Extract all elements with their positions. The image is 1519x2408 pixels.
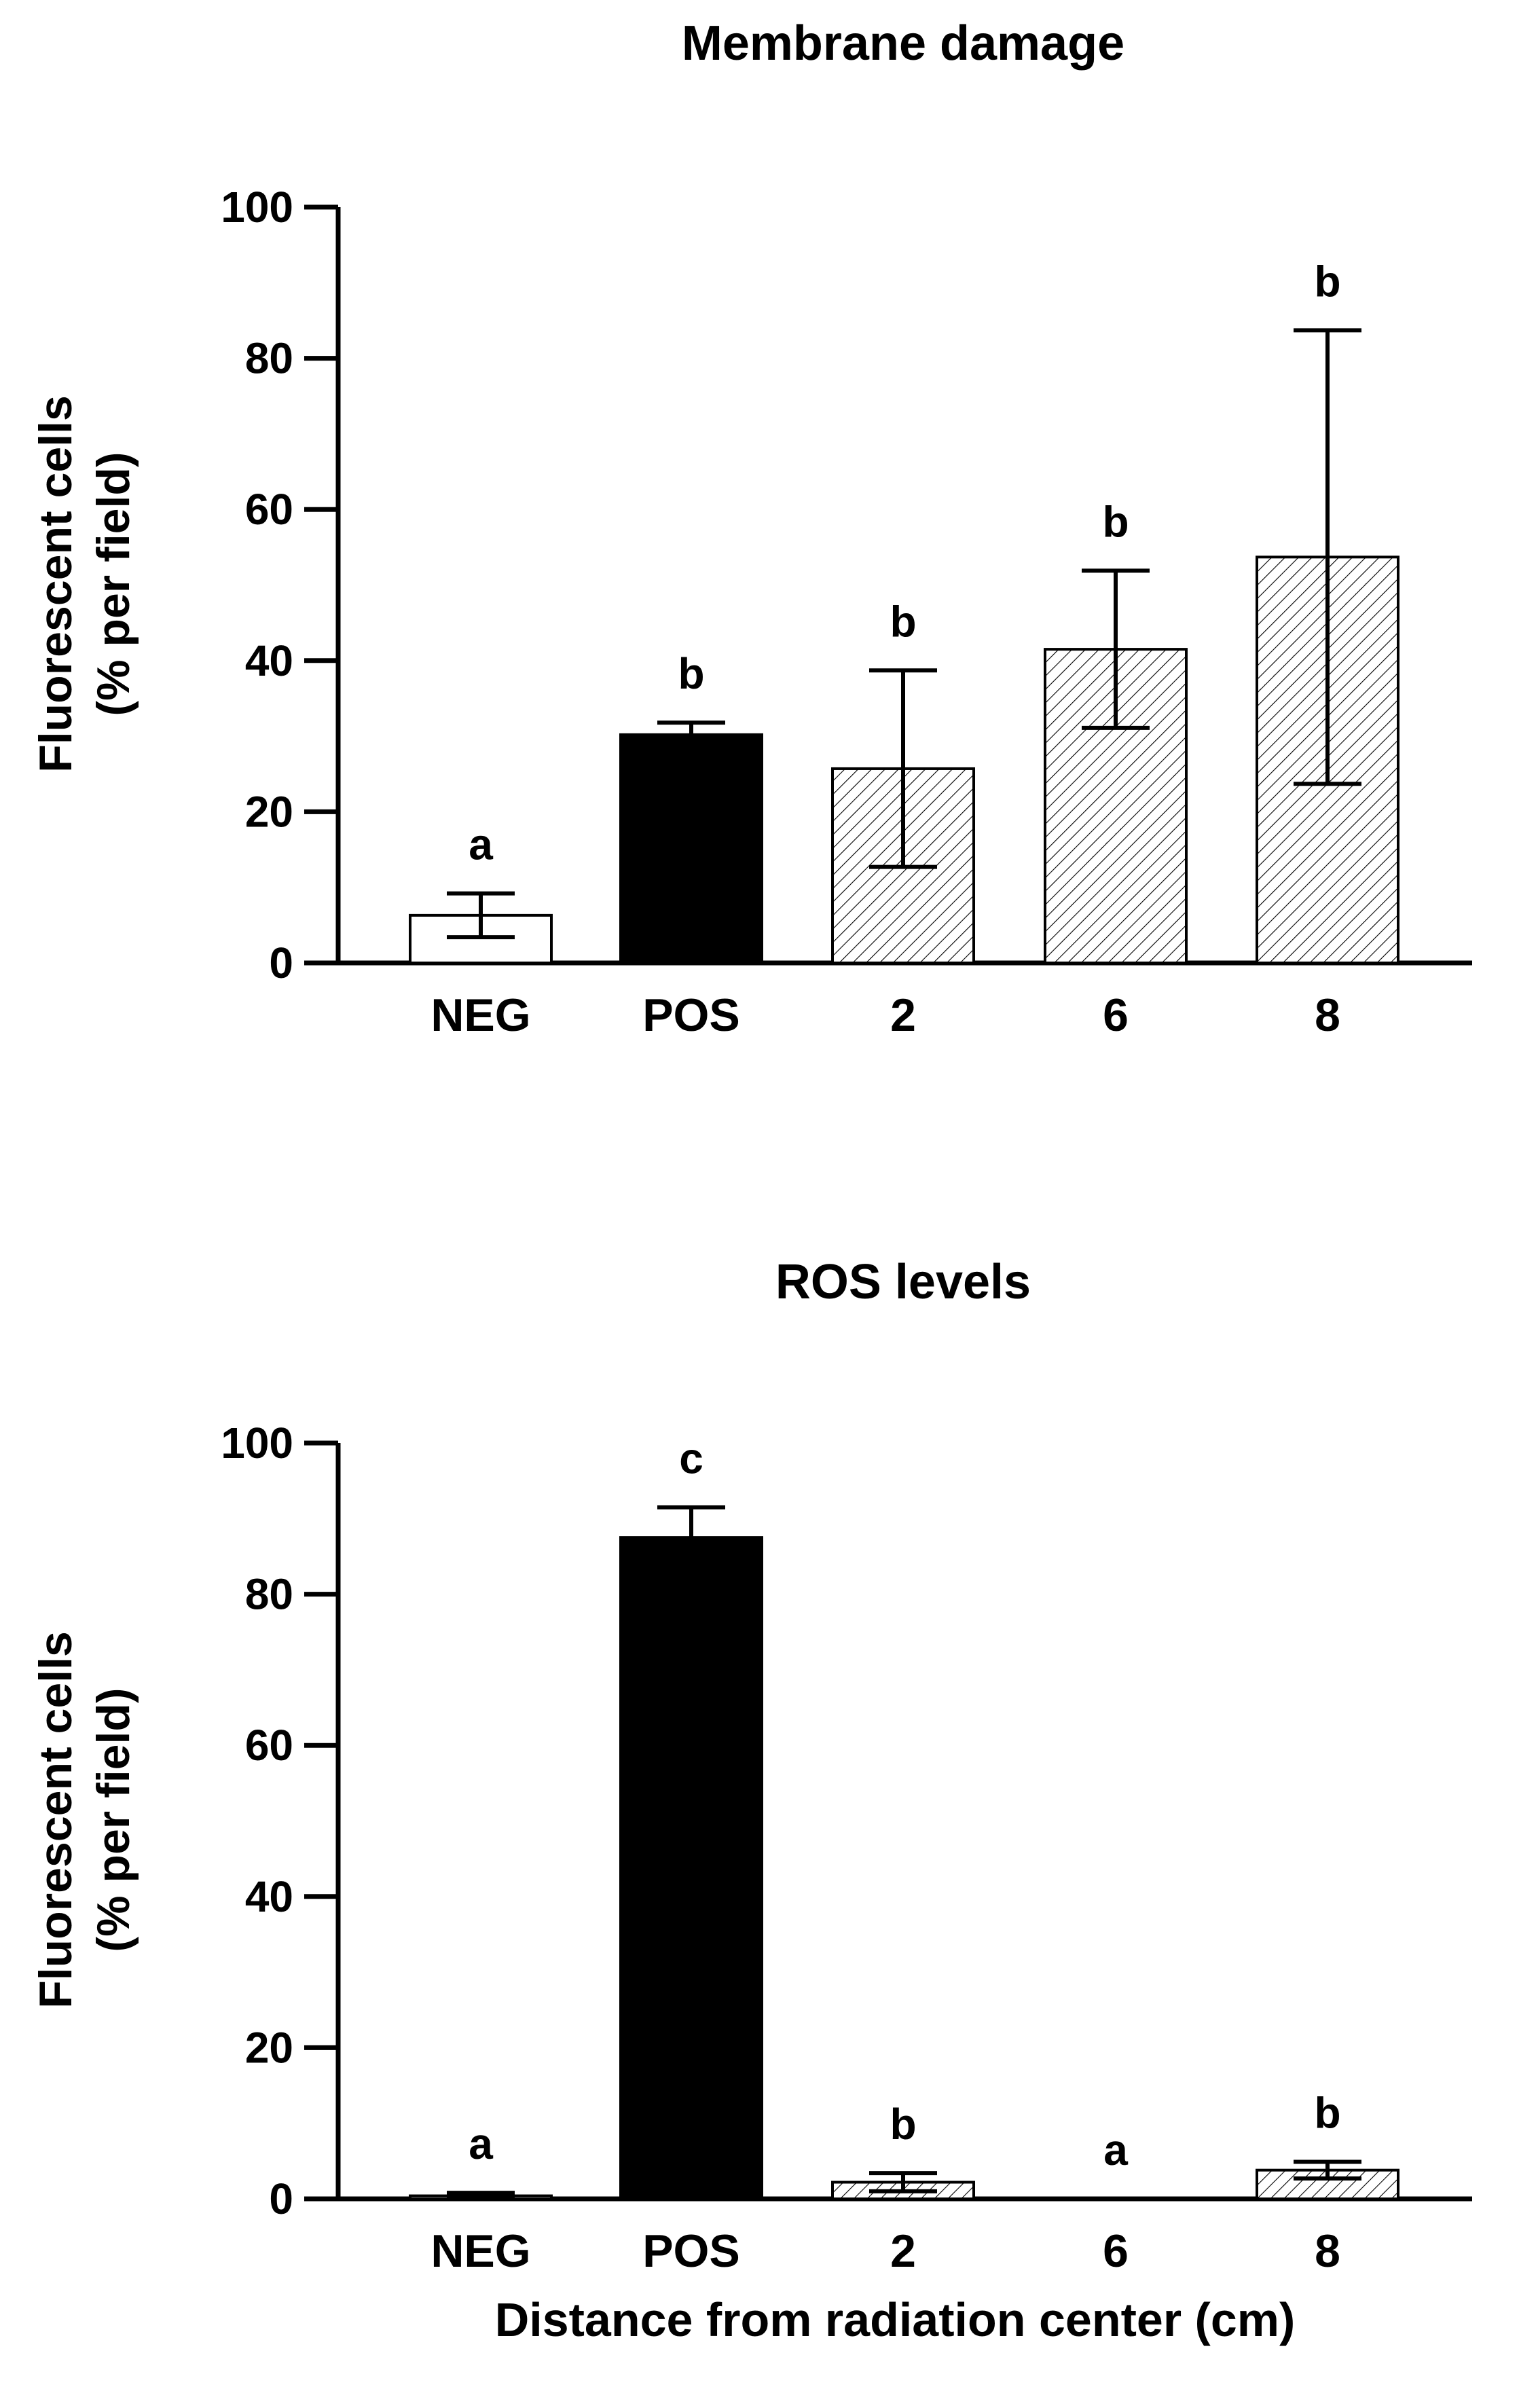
chart-panel-membrane-damage: Membrane damage Fluorescent cells (% per… [30,16,1472,1041]
significance-letter: a [469,2119,493,2168]
y-tick: 80 [245,1570,338,1619]
y-axis-label: Fluorescent cells (% per field) [30,395,139,773]
y-tick: 100 [221,183,338,232]
y-axis-label: Fluorescent cells (% per field) [30,1631,139,2009]
significance-letter: b [1314,257,1340,306]
y-tick: 0 [269,938,338,987]
error-bar [447,891,515,940]
significance-letter: b [678,649,704,698]
error-bar [1294,328,1361,786]
bar-pos [619,733,763,965]
error-bar [869,668,937,869]
y-axis-label-line2: (% per field) [88,1688,139,1952]
y-axis-label-line2: (% per field) [88,452,139,716]
y-tick: 60 [245,1721,338,1770]
x-tick-label: 2 [890,989,916,1041]
y-tick: 40 [245,1872,338,1921]
bar-pos [619,1536,763,2200]
y-tick: 60 [245,485,338,534]
significance-letter: a [469,820,493,869]
significance-letter: b [1314,2088,1340,2137]
significance-letter: b [1102,497,1129,546]
error-bar [657,720,725,749]
y-tick-label: 0 [269,938,293,987]
error-bar [447,2191,515,2201]
y-axis-label-line1: Fluorescent cells [30,395,81,773]
y-tick-label: 20 [245,787,293,836]
significance-letter: a [1103,2126,1128,2174]
y-tick-label: 40 [245,1872,293,1921]
x-tick-label: NEG [431,989,530,1041]
x-tick-label: 6 [1103,989,1129,1041]
x-tick-label: 6 [1103,2225,1129,2277]
chart-panel-ros-levels: ROS levels Fluorescent cells (% per fiel… [30,1255,1472,2346]
error-bar [869,2171,937,2193]
y-tick-label: 80 [245,1570,293,1619]
x-tick-label: 8 [1315,989,1340,1041]
y-tick-label: 0 [269,2174,293,2223]
significance-letter: b [890,597,916,646]
significance-letter: b [890,2100,916,2149]
y-tick: 80 [245,334,338,383]
error-bar [657,1505,725,1570]
error-bar [1294,2159,1361,2181]
y-tick-label: 60 [245,1721,293,1770]
x-tick-label: 8 [1315,2225,1340,2277]
x-tick-label: 2 [890,2225,916,2277]
y-axis-label-line1: Fluorescent cells [30,1631,81,2009]
chart-title: ROS levels [775,1255,1031,1309]
y-tick-label: 20 [245,2023,293,2072]
y-tick-label: 80 [245,334,293,383]
y-tick-label: 100 [221,1419,293,1467]
y-tick: 20 [245,787,338,836]
chart-title: Membrane damage [682,16,1124,71]
x-tick-label: NEG [431,2225,530,2277]
y-tick: 0 [269,2174,338,2223]
y-tick: 40 [245,636,338,685]
y-tick-label: 60 [245,485,293,534]
x-tick-label: POS [642,2225,740,2277]
y-tick-label: 100 [221,183,293,232]
x-tick-label: POS [642,989,740,1041]
error-bar [1082,568,1150,730]
y-tick: 100 [221,1419,338,1467]
y-tick: 20 [245,2023,338,2072]
y-tick-label: 40 [245,636,293,685]
x-axis-label: Distance from radiation center (cm) [495,2293,1296,2346]
significance-letter: c [679,1434,703,1483]
